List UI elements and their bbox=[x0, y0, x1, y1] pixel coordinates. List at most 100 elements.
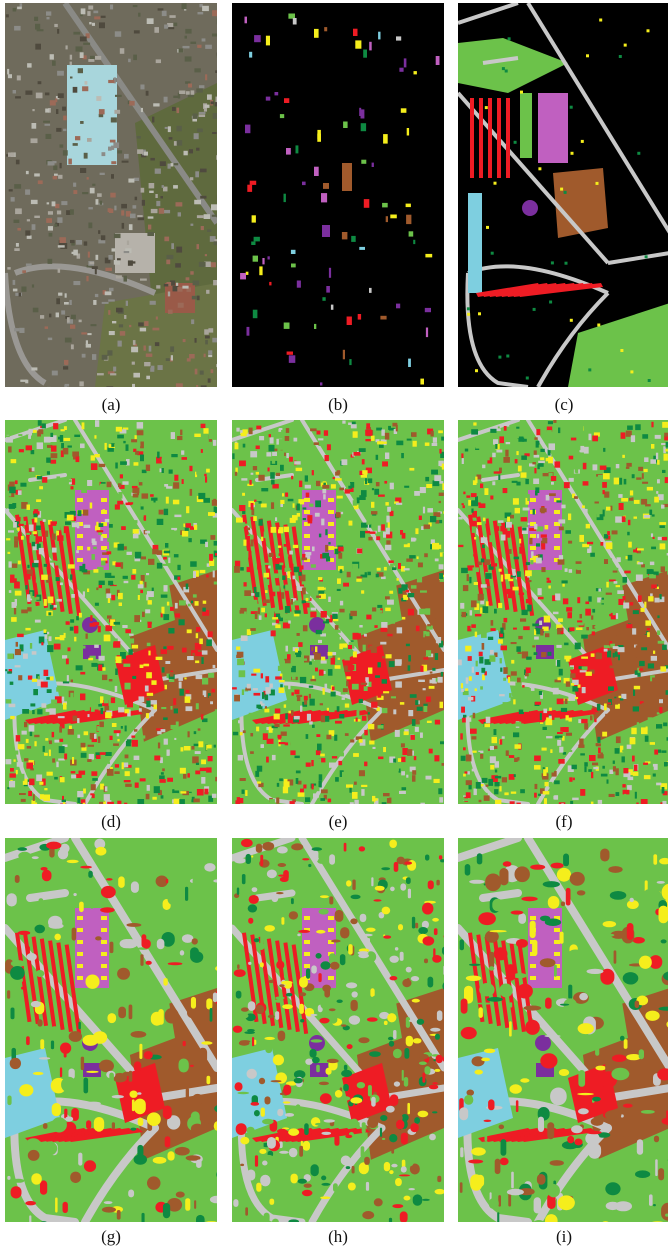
speckle bbox=[104, 518, 110, 523]
speckle bbox=[291, 665, 296, 673]
aerial-texture bbox=[12, 279, 16, 285]
speckle bbox=[376, 707, 380, 712]
speckle bbox=[499, 983, 513, 998]
aerial-texture bbox=[204, 254, 207, 257]
speckle bbox=[506, 1159, 517, 1176]
speckle bbox=[258, 706, 263, 710]
speckle bbox=[288, 683, 291, 690]
speckle bbox=[522, 507, 530, 511]
speckle bbox=[17, 930, 31, 935]
speckle bbox=[469, 879, 485, 884]
speckle bbox=[377, 725, 384, 729]
aerial-texture bbox=[197, 44, 202, 48]
gt-sample bbox=[341, 232, 348, 240]
speckle bbox=[139, 580, 143, 588]
speckle bbox=[441, 463, 444, 470]
speckle bbox=[506, 1188, 524, 1196]
speckle bbox=[251, 599, 258, 606]
aerial-texture bbox=[190, 177, 194, 181]
speckle bbox=[649, 766, 654, 771]
building-row bbox=[31, 518, 49, 609]
speckle bbox=[379, 441, 387, 444]
shadow-mark bbox=[304, 498, 310, 502]
speckle bbox=[661, 536, 668, 541]
gt-small-sample bbox=[623, 43, 627, 47]
speckle bbox=[287, 571, 291, 578]
gt-sample bbox=[320, 382, 323, 386]
speckle bbox=[193, 743, 200, 747]
speckle bbox=[387, 508, 391, 515]
speckle bbox=[264, 1096, 271, 1105]
speckle bbox=[31, 467, 35, 472]
speckle bbox=[664, 762, 668, 767]
gt-sample bbox=[249, 51, 253, 58]
aerial-texture bbox=[34, 173, 40, 177]
speckle bbox=[533, 454, 540, 458]
speckle bbox=[618, 503, 624, 510]
speckle bbox=[430, 430, 434, 437]
speckle bbox=[277, 545, 282, 548]
speckle bbox=[318, 639, 322, 644]
speckle bbox=[248, 961, 252, 965]
speckle bbox=[122, 427, 129, 430]
speckle bbox=[255, 1004, 265, 1015]
speckle bbox=[515, 682, 522, 689]
speckle bbox=[557, 628, 563, 632]
speckle bbox=[322, 552, 329, 559]
speckle bbox=[659, 707, 663, 713]
caption-f: (f) bbox=[555, 812, 573, 831]
speckle bbox=[352, 651, 357, 658]
speckle bbox=[361, 715, 367, 721]
speckle bbox=[587, 541, 594, 545]
speckle bbox=[28, 428, 32, 436]
speckle bbox=[517, 465, 522, 472]
speckle bbox=[374, 625, 378, 628]
speckle bbox=[98, 584, 102, 589]
aerial-texture bbox=[154, 27, 159, 33]
speckle bbox=[83, 1160, 97, 1172]
speckle bbox=[197, 526, 204, 534]
aerial-texture bbox=[140, 187, 145, 193]
speckle bbox=[423, 657, 429, 660]
gt-sample bbox=[424, 307, 431, 313]
speckle bbox=[288, 1128, 300, 1136]
speckle bbox=[119, 429, 127, 434]
speckle bbox=[416, 556, 419, 560]
speckle bbox=[608, 686, 614, 691]
speckle bbox=[110, 1197, 125, 1200]
aerial-texture bbox=[109, 139, 116, 143]
shadow-mark bbox=[101, 546, 107, 550]
aerial-texture bbox=[79, 52, 84, 58]
speckle bbox=[113, 621, 121, 625]
speckle bbox=[274, 585, 280, 592]
speckle bbox=[554, 717, 560, 720]
speckle bbox=[645, 504, 651, 507]
speckle bbox=[402, 978, 412, 988]
speckle bbox=[25, 1201, 36, 1206]
speckle bbox=[442, 552, 444, 558]
aerial-texture bbox=[147, 216, 154, 219]
speckle bbox=[276, 960, 285, 970]
speckle bbox=[206, 998, 213, 1010]
speckle bbox=[163, 978, 168, 986]
speckle bbox=[141, 872, 146, 887]
shadow-mark bbox=[101, 940, 107, 944]
speckle bbox=[129, 1090, 138, 1098]
speckle bbox=[519, 538, 522, 544]
aerial-texture bbox=[113, 260, 120, 265]
speckle bbox=[516, 939, 528, 948]
speckle bbox=[168, 679, 175, 682]
speckle bbox=[269, 1198, 275, 1205]
speckle bbox=[189, 526, 195, 530]
speckle bbox=[185, 1088, 189, 1099]
aerial-texture bbox=[17, 6, 22, 10]
aerial-texture bbox=[85, 343, 91, 348]
speckle bbox=[510, 696, 514, 704]
meadow-top bbox=[458, 38, 568, 93]
speckle bbox=[196, 469, 201, 475]
speckle bbox=[407, 888, 411, 899]
speckle bbox=[313, 793, 319, 798]
gt-small-sample bbox=[644, 255, 648, 259]
speckle bbox=[100, 696, 104, 703]
building-purple bbox=[83, 645, 101, 659]
